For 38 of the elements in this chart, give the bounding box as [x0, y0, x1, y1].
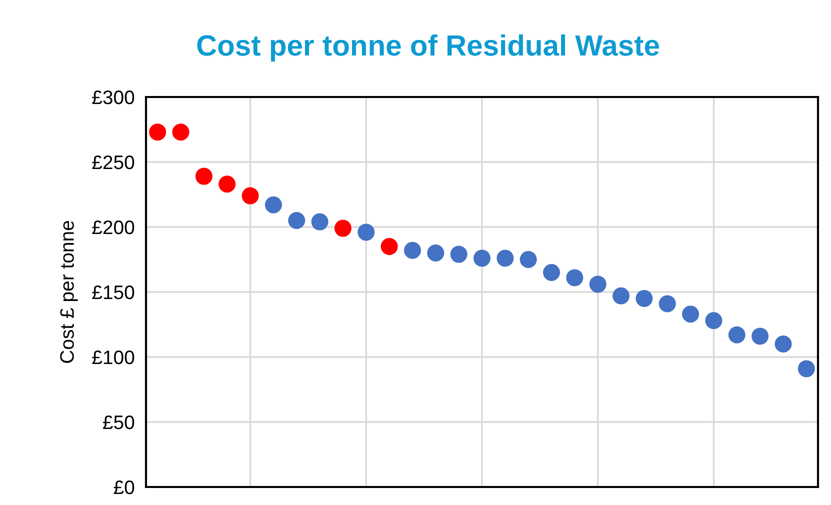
chart-title: Cost per tonne of Residual Waste [197, 34, 660, 62]
point [566, 269, 584, 286]
point [242, 187, 259, 204]
y-tick-label: £50 [103, 415, 134, 430]
point [774, 335, 792, 353]
point [705, 312, 722, 330]
y-tick-label: £300 [92, 90, 134, 104]
point [149, 124, 166, 141]
y-tick-label: £200 [92, 220, 134, 234]
point [520, 250, 537, 268]
point [218, 176, 236, 193]
point [358, 224, 375, 241]
point [427, 244, 444, 262]
point [728, 326, 746, 344]
point [589, 276, 606, 293]
y-tick-label: £100 [92, 350, 134, 364]
point [752, 328, 769, 345]
point [658, 295, 676, 312]
point [172, 124, 190, 141]
point [612, 287, 630, 304]
point [682, 306, 700, 323]
point [288, 212, 306, 230]
y-tick-label: £0 [114, 480, 134, 494]
point [264, 196, 282, 214]
y-tick-label: £250 [92, 155, 134, 170]
point [473, 250, 491, 267]
point [636, 290, 653, 308]
point [450, 246, 468, 263]
y-tick-label: £150 [92, 285, 134, 300]
point [798, 360, 815, 378]
point [195, 168, 212, 185]
point [311, 213, 328, 230]
point [334, 220, 352, 237]
y-axis-title: Cost £ per tonne [60, 220, 78, 363]
point [496, 250, 514, 267]
point [380, 238, 398, 256]
point [404, 242, 421, 259]
point [543, 264, 560, 282]
